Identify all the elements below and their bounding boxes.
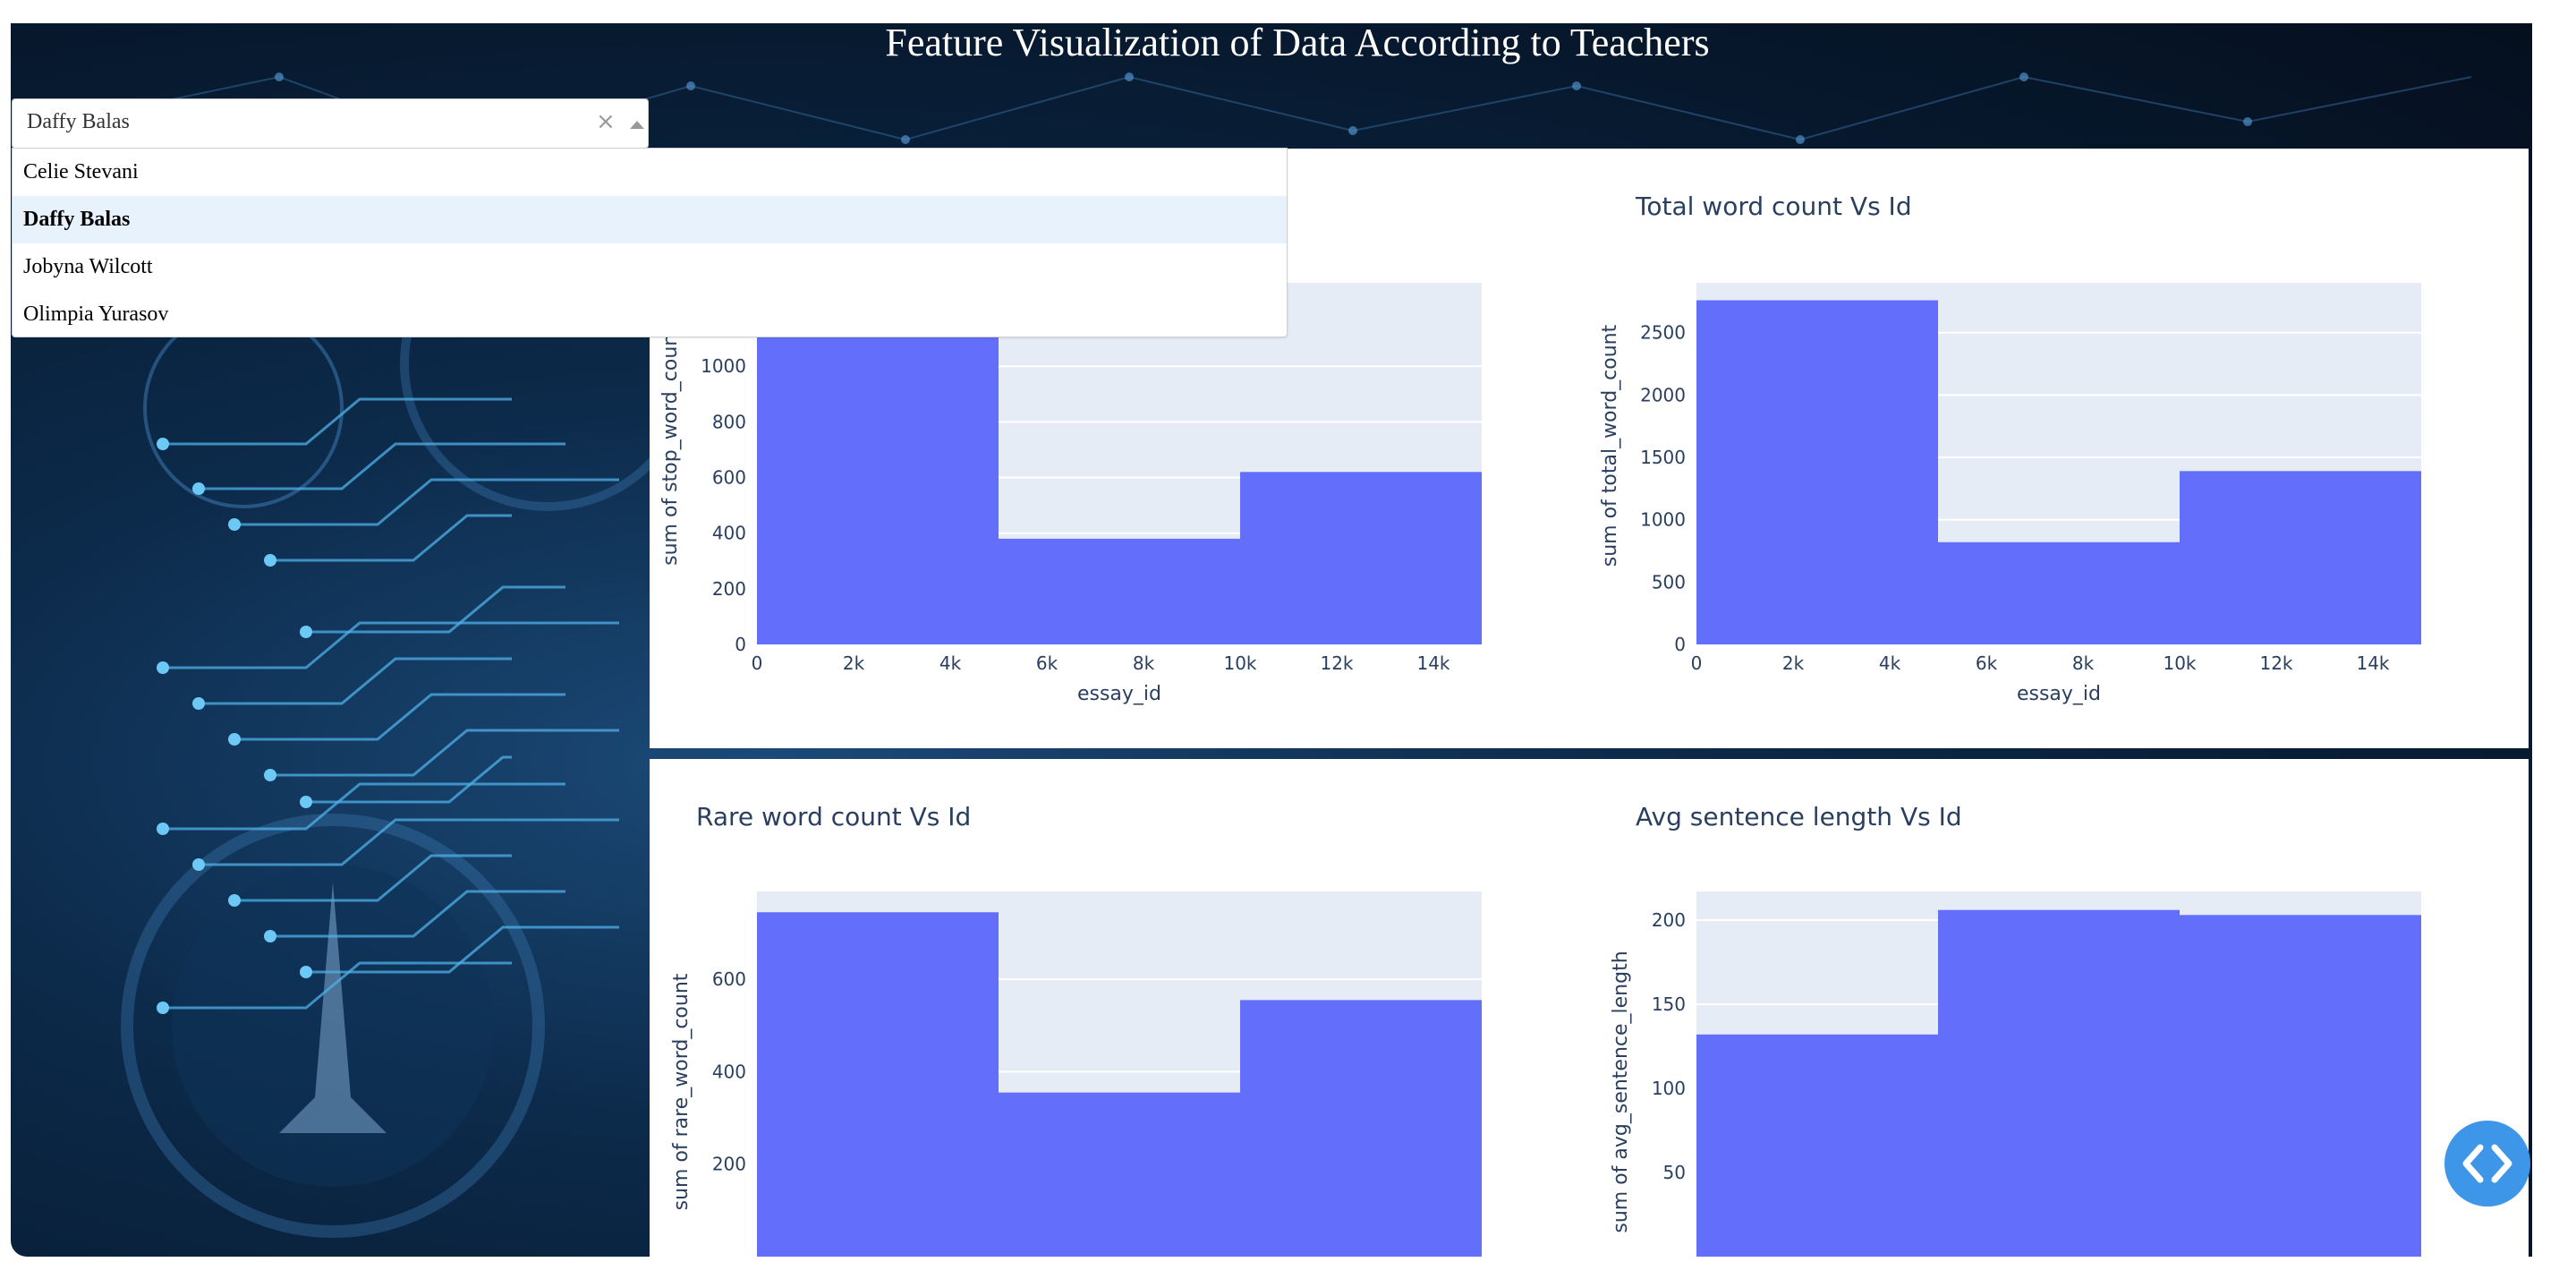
teacher-option[interactable]: Jobyna Wilcott <box>23 255 153 278</box>
y-tick-label: 800 <box>712 411 746 432</box>
circuit-background-graphic <box>60 72 2472 1238</box>
x-tick-label: 14k <box>2356 652 2389 674</box>
y-axis-title: sum of rare_word_count <box>670 973 693 1210</box>
x-tick-label: 0 <box>1691 652 1703 674</box>
y-tick-label: 200 <box>1652 909 1686 931</box>
chart-avg-sentence-length[interactable]: 50 100 150 200 sum of avg_sentence_length <box>1589 759 2529 1257</box>
teacher-select[interactable]: Daffy Balas × <box>12 98 649 149</box>
x-tick-label: 12k <box>1320 652 1353 674</box>
x-tick-label: 4k <box>1879 652 1901 674</box>
x-tick-label: 8k <box>1133 652 1155 674</box>
y-axis-title: sum of stop_word_count <box>659 326 682 566</box>
y-tick-label: 150 <box>1652 993 1686 1015</box>
bar <box>2180 471 2421 644</box>
teacher-option[interactable]: Celie Stevani <box>23 160 139 183</box>
bar <box>2180 915 2421 1257</box>
y-tick-label: 50 <box>1663 1162 1686 1183</box>
x-tick-label: 10k <box>2163 652 2196 674</box>
y-tick-label: 500 <box>1652 571 1686 593</box>
chevron-up-icon[interactable] <box>630 121 644 129</box>
x-tick-label: 2k <box>843 652 865 674</box>
chart-stop-word-count[interactable]: 0 200 400 600 800 1000 0 2k 4k 6k 8k 10k 12k 14k essay… <box>650 149 1580 748</box>
bar <box>1696 300 1938 644</box>
x-tick-label: 12k <box>2259 652 2292 674</box>
y-tick-label: 1000 <box>701 355 746 377</box>
y-axis-title: sum of avg_sentence_length <box>1610 951 1632 1232</box>
x-tick-label: 8k <box>2072 652 2095 674</box>
chart-total-word-count[interactable]: 0 500 1000 1500 2000 2500 0 2k 4k 6k 8k 10k 12k 14k es… <box>1589 149 2529 748</box>
y-tick-label: 0 <box>735 634 746 655</box>
chart-title-avg-sentence-length: Avg sentence length Vs Id <box>1636 802 1962 831</box>
y-axis-title: sum of total_word_count <box>1599 324 1621 567</box>
teacher-option[interactable]: Olimpia Yurasov <box>23 303 169 326</box>
x-tick-label: 4k <box>939 652 962 674</box>
y-tick-label: 400 <box>712 1061 746 1082</box>
y-tick-label: 2000 <box>1640 384 1686 405</box>
y-tick-label: 1000 <box>1640 509 1686 531</box>
bar <box>999 538 1240 644</box>
x-tick-label: 6k <box>1036 652 1058 674</box>
x-tick-label: 10k <box>1223 652 1256 674</box>
x-tick-label: 14k <box>1416 652 1450 674</box>
bar <box>1696 1034 1938 1257</box>
y-tick-label: 2500 <box>1640 322 1686 344</box>
y-tick-label: 400 <box>712 523 746 544</box>
chart-title-total-word-count: Total word count Vs Id <box>1636 192 1912 221</box>
y-tick-label: 1500 <box>1640 447 1686 468</box>
x-axis-title: essay_id <box>2017 683 2101 705</box>
bar <box>757 912 999 1257</box>
y-tick-label: 0 <box>1674 634 1686 655</box>
bar <box>757 296 999 644</box>
chart-rare-word-count[interactable]: 200 400 600 sum of rare_word_count <box>650 759 1580 1257</box>
charts-row-top: Total word count Vs Id 0 200 400 600 800 1000… <box>650 149 2529 748</box>
code-icon <box>2462 1144 2512 1183</box>
teacher-select-menu: Celie Stevani Daffy Balas Jobyna Wilcott… <box>12 148 1288 337</box>
y-tick-label: 600 <box>712 968 746 990</box>
x-axis-title: essay_id <box>1077 683 1161 705</box>
teacher-option-selected[interactable]: Daffy Balas <box>13 196 1287 243</box>
y-tick-label: 600 <box>712 467 746 489</box>
bar <box>1240 472 1482 644</box>
x-tick-label: 2k <box>1782 652 1805 674</box>
page-title: Feature Visualization of Data According … <box>885 21 1710 64</box>
bar <box>1240 1000 1482 1257</box>
bar <box>999 1092 1240 1257</box>
code-toggle-button[interactable] <box>2444 1121 2530 1207</box>
x-tick-label: 0 <box>752 652 763 674</box>
x-tick-label: 6k <box>1976 652 1998 674</box>
bar <box>1938 909 2180 1257</box>
bar <box>1938 541 2180 644</box>
charts-row-bottom: Rare word count Vs Id Avg sentence lengt… <box>650 759 2529 1257</box>
teacher-select-value: Daffy Balas <box>27 110 130 133</box>
clear-icon[interactable]: × <box>596 108 616 135</box>
y-tick-label: 200 <box>712 1154 746 1175</box>
y-tick-label: 100 <box>1652 1078 1686 1099</box>
y-tick-label: 200 <box>712 578 746 600</box>
chart-title-rare-word-count: Rare word count Vs Id <box>696 802 972 831</box>
